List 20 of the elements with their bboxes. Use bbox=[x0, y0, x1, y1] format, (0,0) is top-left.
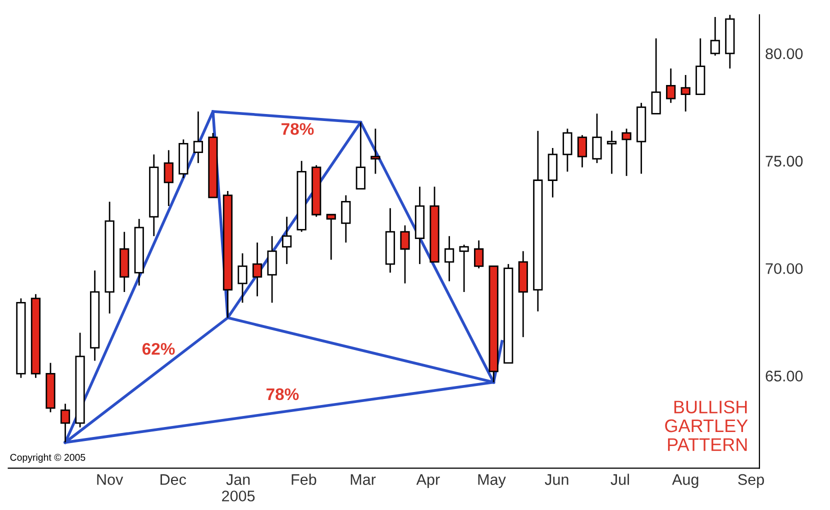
x-tick-label: Mar bbox=[350, 474, 376, 485]
y-tick-label: 75.00 bbox=[766, 156, 803, 167]
y-tick-label: 70.00 bbox=[766, 263, 803, 274]
x-tick-label: Sep bbox=[738, 474, 764, 488]
x-tick-label: Aug bbox=[672, 474, 698, 488]
annotation: 78% bbox=[282, 123, 314, 135]
annotation: 62% bbox=[142, 342, 175, 355]
x-tick-label: Nov bbox=[97, 474, 124, 485]
annotation: 78% bbox=[266, 388, 299, 400]
y-tick-label: 65.00 bbox=[766, 370, 803, 382]
x-tick-label: Dec bbox=[160, 474, 186, 485]
x-tick-label: Feb bbox=[292, 474, 316, 485]
x-tick-label: Apr bbox=[416, 474, 440, 488]
y-tick-label: 80.00 bbox=[766, 48, 803, 60]
x-tick-label: Jul bbox=[610, 474, 629, 485]
annotation: Copyright © 2005 bbox=[10, 454, 86, 463]
x-tick-label: May bbox=[478, 474, 506, 488]
x-tick-label: Jun bbox=[544, 474, 568, 485]
annotation: BULLISH GARTLEY PATTERN bbox=[665, 400, 748, 451]
x-tick-label: Jan 2005 bbox=[222, 474, 255, 502]
